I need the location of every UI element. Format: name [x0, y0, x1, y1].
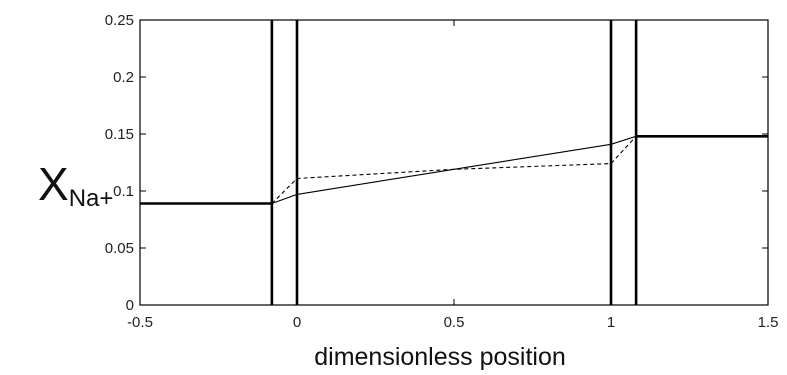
- y-ticks-group: 0 0.05 0.1 0.15 0.2 0.25: [105, 12, 768, 314]
- x-tick-label-3: 1: [607, 314, 615, 331]
- y-tick-label-1: 0.05: [105, 240, 134, 257]
- y-axis-label: XNa+: [38, 158, 113, 212]
- y-tick-label-2: 0.1: [113, 183, 134, 200]
- series-line-2: [271, 135, 637, 204]
- series-group: [140, 135, 768, 205]
- x-tick-label-0: -0.5: [127, 314, 153, 331]
- y-tick-label-4: 0.2: [113, 69, 134, 86]
- x-tick-label-1: 0: [293, 314, 301, 331]
- y-axis-label-base: X: [38, 158, 69, 210]
- y-tick-label-0: 0: [126, 297, 134, 314]
- x-tick-label-2: 0.5: [444, 314, 465, 331]
- x-axis-label: dimensionless position: [314, 343, 566, 371]
- x-ticks-group: -0.5 0 0.5 1 1.5: [127, 20, 778, 331]
- y-tick-label-3: 0.15: [105, 126, 134, 143]
- y-tick-label-5: 0.25: [105, 12, 134, 29]
- plot-area: [140, 20, 768, 305]
- vertical-lines-group: [270, 20, 638, 305]
- y-axis-label-subscript: Na+: [69, 185, 114, 212]
- x-tick-label-4: 1.5: [758, 314, 779, 331]
